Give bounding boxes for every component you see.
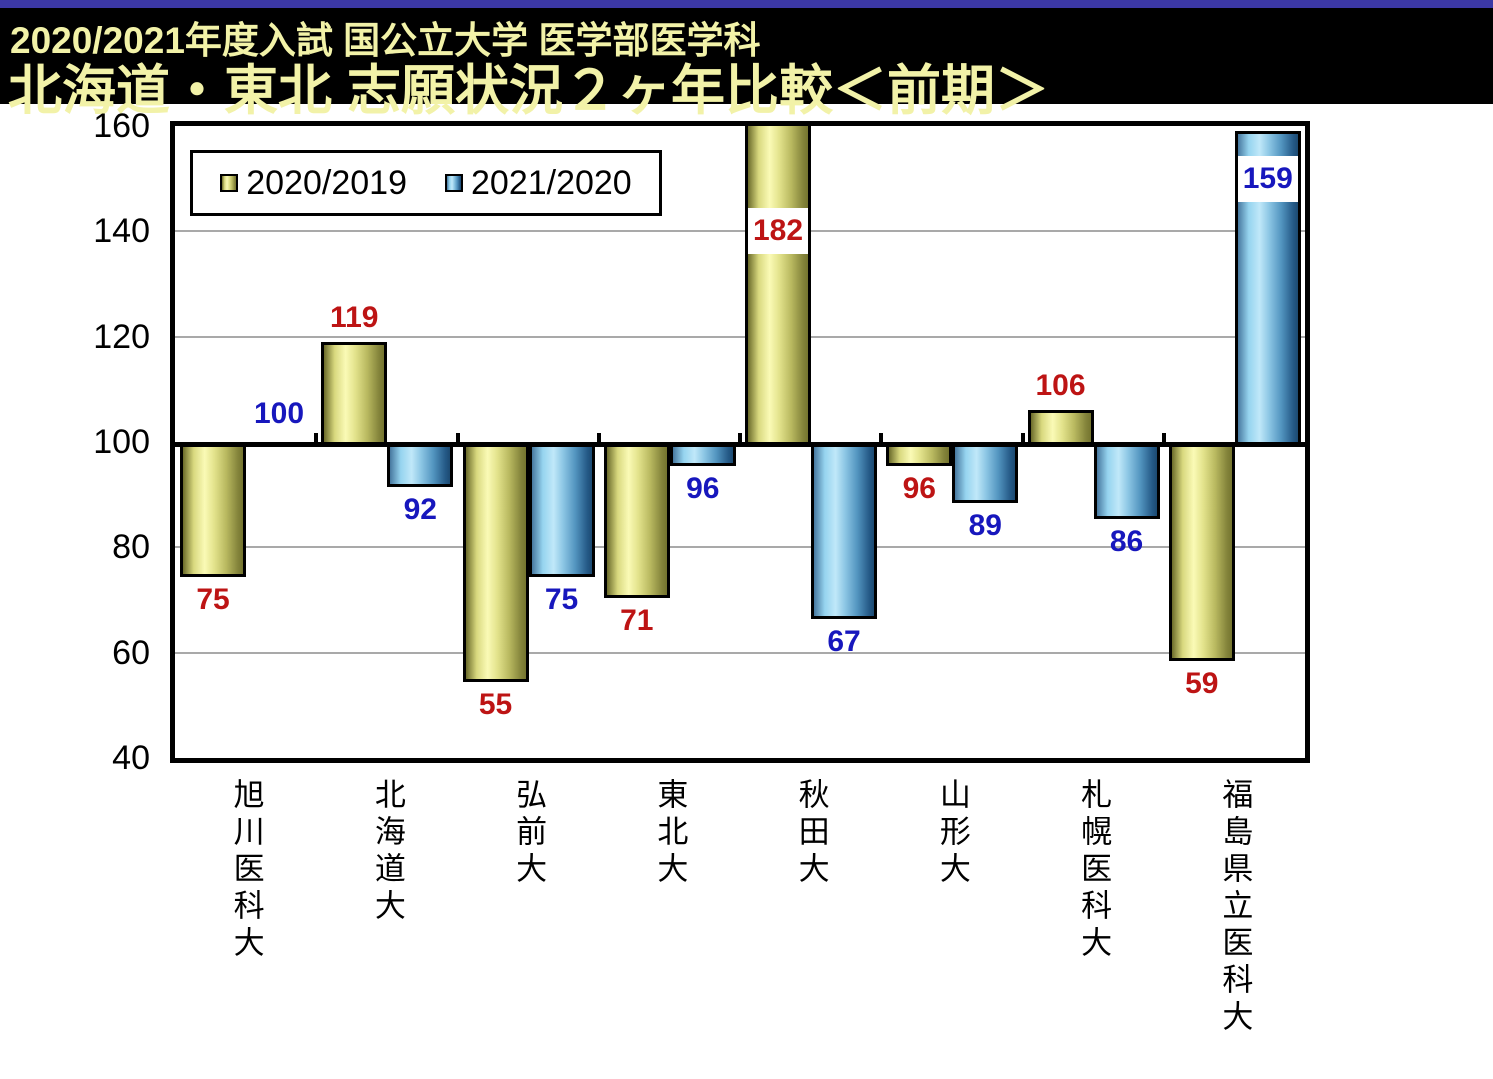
legend-swatch-yellow <box>220 174 239 192</box>
header-banner: 2020/2021年度入試 国公立大学 医学部医学科 北海道・東北 志願状況２ヶ… <box>0 8 1493 121</box>
category-label: 弘前大 <box>511 778 547 889</box>
legend-item-2021-2020: 2021/2020 <box>445 164 632 203</box>
bar-2020-2019-弘前大 <box>462 442 529 682</box>
category-label: 札幌医科大 <box>1076 778 1112 963</box>
bar-2021-2020-弘前大 <box>528 442 595 577</box>
bar-2020-2019-旭川医科大 <box>180 442 246 577</box>
category-label: 東北大 <box>652 778 688 889</box>
legend-label: 2020/2019 <box>246 163 407 202</box>
bar-2021-2020-秋田大 <box>811 442 877 619</box>
bar-2020-2019-福島県立医科大 <box>1168 442 1235 661</box>
category-axis-tick <box>879 433 884 442</box>
bar-2020-2019-東北大 <box>603 442 670 598</box>
y-axis-tick-label: 140 <box>93 212 150 251</box>
top-accent-strip <box>0 0 1493 8</box>
category-label: 山形大 <box>934 778 970 889</box>
category-axis-tick <box>1161 433 1166 442</box>
legend: 2020/2019 2021/2020 <box>190 150 662 216</box>
gridline-140 <box>175 230 1305 233</box>
category-axis-tick <box>314 433 319 442</box>
y-axis-tick-label: 40 <box>112 739 150 777</box>
category-axis-tick <box>596 433 601 442</box>
y-axis-tick-label: 60 <box>112 633 150 672</box>
bar-2020-2019-秋田大 <box>745 126 811 445</box>
plot-area <box>170 121 1310 763</box>
category-axis-tick <box>455 433 460 442</box>
baseline-100-axis <box>175 442 1305 447</box>
category-label: 旭川医科大 <box>228 778 264 963</box>
category-axis-tick <box>1020 433 1025 442</box>
y-axis-tick-label: 100 <box>93 423 150 461</box>
bar-2021-2020-札幌医科大 <box>1093 442 1160 519</box>
legend-label: 2021/2020 <box>471 163 632 202</box>
gridline-120 <box>175 335 1305 338</box>
category-label: 福島県立医科大 <box>1217 778 1253 1037</box>
bar-2021-2020-山形大 <box>952 442 1019 503</box>
category-label: 北海道大 <box>369 778 405 926</box>
chart-subtitle: 2020/2021年度入試 国公立大学 医学部医学科 <box>10 20 761 61</box>
bar-2020-2019-札幌医科大 <box>1027 410 1094 445</box>
legend-swatch-blue <box>445 174 463 192</box>
gridline-80 <box>175 546 1305 549</box>
category-axis-tick <box>738 433 742 442</box>
bar-2021-2020-福島県立医科大 <box>1234 131 1301 445</box>
y-axis-tick-label: 80 <box>112 528 150 567</box>
y-axis-tick-label: 120 <box>93 317 150 356</box>
legend-item-2020-2019: 2020/2019 <box>220 164 407 203</box>
chart-title: 北海道・東北 志願状況２ヶ年比較＜前期＞ <box>8 61 1050 121</box>
category-label: 秋田大 <box>793 778 829 889</box>
bar-2020-2019-北海道大 <box>321 341 388 445</box>
gridline-60 <box>175 651 1305 654</box>
bar-2021-2020-北海道大 <box>387 442 454 488</box>
